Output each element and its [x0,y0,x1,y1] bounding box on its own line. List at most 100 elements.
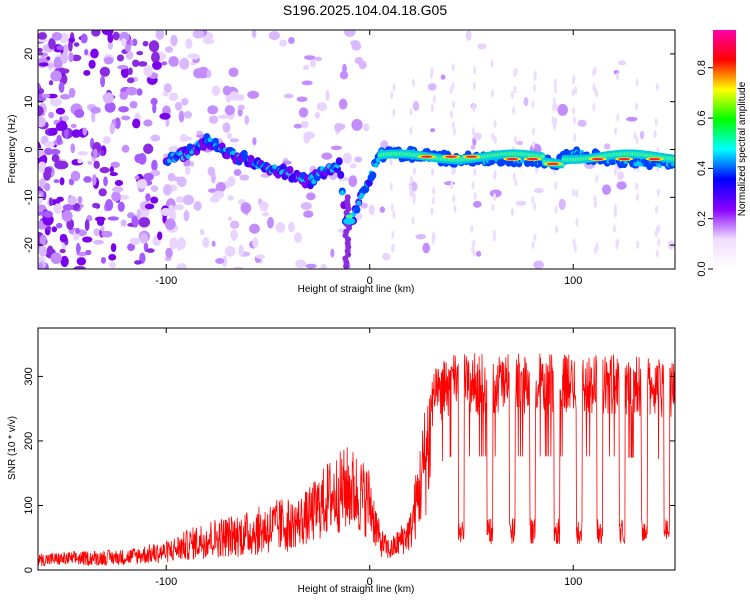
spectrogram-cell [558,198,566,211]
spectrogram-cell [46,225,52,231]
spectrogram-cell [654,205,658,214]
spectrogram-cell [237,104,245,111]
spectrogram-cell [655,249,659,258]
top-x-tick-label: 100 [564,275,582,287]
spectrogram-cell [157,231,163,241]
spectrogram-cell [224,105,235,116]
spectrogram-cell [523,96,529,107]
bottom-y-tick-label: 300 [23,367,35,385]
spectrogram-cell [613,167,617,176]
spectrogram-cell [192,30,204,39]
spectrogram-cell [252,237,259,249]
spectrogram-cell [109,123,115,135]
spectrogram-cell [56,134,62,145]
spectrogram-cell [553,78,557,87]
spectrogram-cell [93,239,104,245]
spectrogram-cell [345,214,353,219]
spectrogram-cell [432,95,436,104]
spectrogram-cell [339,70,349,80]
spectrogram-cell [56,121,68,132]
spectrogram-cell [452,194,456,203]
spectrogram-cell [572,116,576,125]
spectrogram-cell [112,31,120,41]
spectrogram-cell [150,196,159,204]
spectrogram-cell [100,225,105,232]
spectrogram-cell [58,81,65,93]
spectrogram-cell [473,192,477,201]
spectrogram-cell [325,89,330,102]
spectrogram-cell [105,198,114,211]
spectrogram-cell [162,91,169,97]
spectrogram-cell [155,30,165,40]
spectrogram-cell [512,172,516,181]
spectrogram-cell [360,202,368,209]
spectrogram-cell [267,216,274,229]
spectrogram-cell [369,171,377,180]
spectrogram-cell [150,97,158,106]
spectrogram-cell [595,174,599,183]
colorbar-tick-label: 0.0 [696,261,708,276]
spectrogram-cell [39,234,47,246]
spectrogram-cell [143,119,153,127]
spectrogram-cell [342,152,353,165]
spectrogram-cell [293,232,302,243]
spectrogram-cell [77,196,83,204]
spectrogram-cell [390,91,394,100]
spectrogram-cell [109,172,118,177]
spectrogram-cell [275,222,286,233]
spectrogram-cell [38,62,49,67]
spectrogram-cell [228,67,239,77]
spectrogram-cell [616,181,627,190]
spectrogram-cell [55,222,63,229]
spectrogram-cell [229,220,240,229]
spectrogram-cell [210,171,216,184]
spectrogram-cell [211,137,219,146]
spectrogram-cell [103,176,108,187]
spectrogram-cell [107,216,120,221]
spectrogram-cell [239,174,250,181]
spectrogram-cell [136,51,144,56]
spectrogram-cell [575,189,579,198]
top-x-tick-label: -100 [155,275,177,287]
spectrogram-cell [513,135,517,144]
spectrogram-cell [59,177,65,186]
spectrogram-cell [100,256,107,264]
spectrogram-cell [162,184,172,196]
spectrogram-cell [390,203,394,212]
spectrogram-cell [71,54,82,62]
spectrogram-cell [44,141,55,148]
spectrogram-cell [432,232,436,241]
spectrogram-cell [183,110,193,119]
spectrogram-cell [489,189,502,198]
bottom-x-axis-label: Height of straight line (km) [298,584,415,595]
spectrogram-cell [118,194,130,200]
spectrogram-cell [182,194,195,206]
spectrogram-cell [430,67,434,76]
colorbar-tick-label: 0.8 [696,60,708,75]
spectrogram-cell [533,187,544,194]
spectrogram-cell [103,56,114,65]
spectrogram-cell [61,115,69,122]
spectrogram-cell [80,33,88,44]
spectrogram-cell [330,145,343,151]
spectrogram-cell [43,210,54,218]
spectrogram-cell [183,210,190,222]
spectrogram-cell [199,228,205,236]
spectrogram-cell [93,160,100,169]
spectrogram-cell [233,266,244,269]
spectrogram-cell [38,161,47,173]
spectrogram-cell [635,102,639,111]
spectrogram-cell [127,243,136,251]
spectrogram-cell [389,157,393,166]
spectrogram-cell [136,179,148,189]
spectrogram-cell [83,176,92,183]
spectrogram-cell [391,243,395,252]
spectrogram-cell [165,117,170,127]
spectrogram-cell [230,229,239,241]
spectrogram-cell [38,32,47,40]
spectrogram-cell [165,247,173,259]
spectrogram-cell [145,193,151,202]
spectrogram-cell [476,250,482,257]
spectrogram-cell [120,66,130,79]
